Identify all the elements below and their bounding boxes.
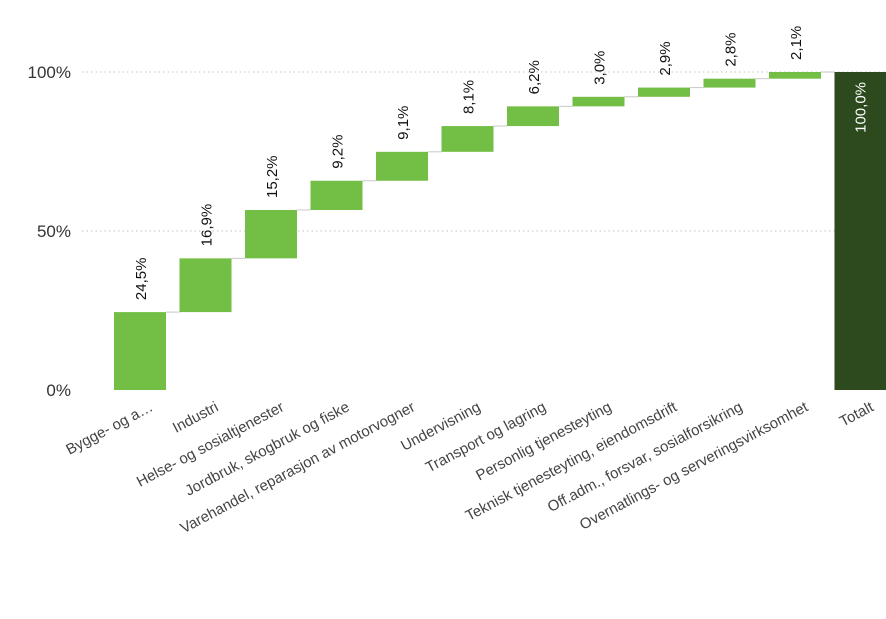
total-bar (834, 72, 886, 390)
grid-lines (82, 71, 886, 232)
bar (179, 258, 232, 313)
bar (769, 72, 821, 79)
category-label: Industri (170, 399, 221, 437)
bar (703, 78, 756, 88)
bar (310, 180, 363, 211)
data-label: 15,2% (264, 155, 281, 198)
bar (376, 151, 428, 181)
data-label: 2,8% (723, 32, 740, 66)
data-label: 24,5% (133, 258, 150, 301)
bar (114, 312, 166, 390)
y-axis-ticks: 0% 50% 100% (28, 63, 71, 400)
data-label: 6,2% (526, 60, 543, 94)
category-label: Bygge- og a… (63, 399, 156, 459)
bars (114, 72, 886, 390)
data-label: 9,2% (330, 135, 347, 169)
data-label: 100,0% (853, 82, 870, 133)
data-label: 3,0% (592, 51, 609, 85)
data-label: 8,1% (461, 80, 478, 114)
bar (441, 126, 494, 152)
data-label: 2,9% (657, 41, 674, 75)
data-labels: 24,5% 16,9% 15,2% 9,2% 9,1% 8,1% 6,2% 3,0% 2,9% 2… (133, 26, 870, 300)
connector-lines (166, 71, 835, 313)
bar (507, 106, 559, 127)
y-tick-label: 0% (46, 381, 71, 400)
data-label: 9,1% (395, 106, 412, 140)
y-tick-label: 100% (28, 63, 71, 82)
bar (245, 210, 297, 259)
data-label: 16,9% (199, 204, 216, 247)
bar (572, 96, 625, 107)
y-tick-label: 50% (37, 222, 71, 241)
bar (638, 87, 690, 97)
data-label: 2,1% (788, 26, 805, 60)
category-label: Totalt (837, 398, 877, 430)
